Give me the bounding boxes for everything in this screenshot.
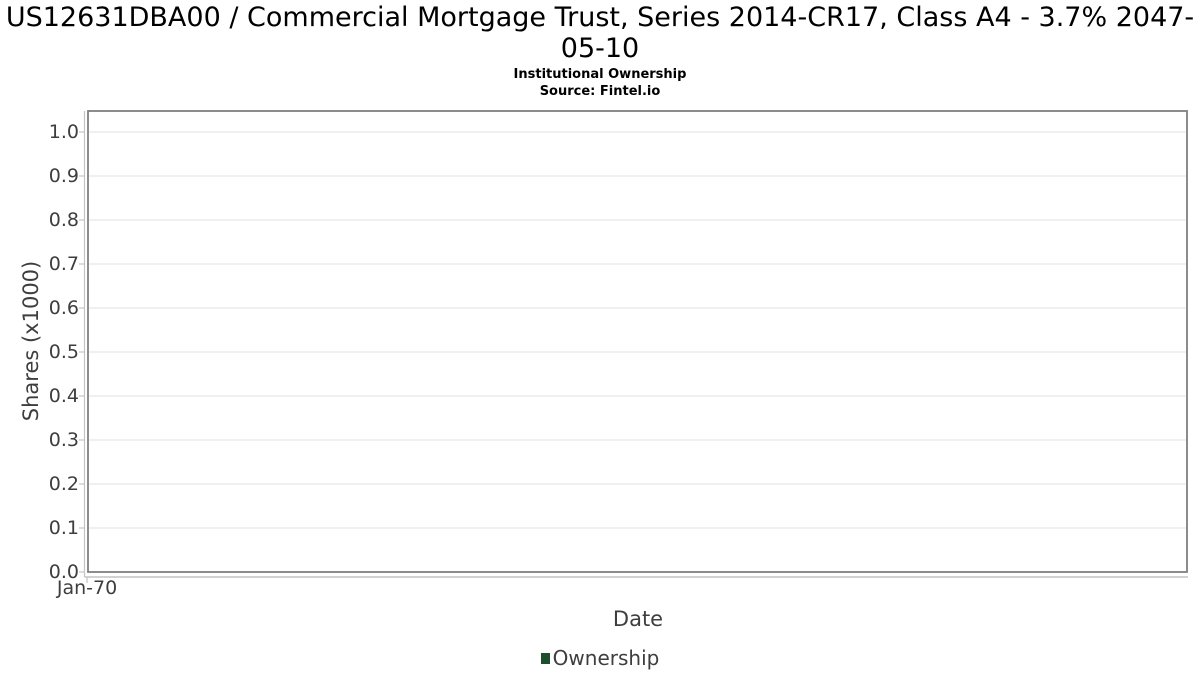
y-tick-label: 0.3 (48, 429, 79, 451)
plot-border (87, 110, 1188, 573)
y-tick-label: 0.5 (48, 341, 79, 363)
y-tick-label: 0.9 (48, 165, 79, 187)
y-tick-label: 0.4 (48, 385, 79, 407)
x-axis-label: Date (612, 607, 664, 631)
legend-item-ownership[interactable]: Ownership (0, 647, 1200, 669)
x-tick-label: Jan-70 (56, 577, 118, 599)
chart-title: US12631DBA00 / Commercial Mortgage Trust… (5, 2, 1195, 64)
y-tick-label: 0.1 (48, 517, 79, 539)
y-tick-label: 0.8 (48, 209, 79, 231)
legend-label: Ownership (552, 646, 660, 670)
y-tick-label: 0.2 (48, 473, 79, 495)
chart-subtitle: Institutional Ownership (513, 67, 687, 82)
chart-source: Source: Fintel.io (539, 84, 661, 99)
y-tick-label: 0.7 (48, 253, 79, 275)
legend-marker-icon (540, 652, 550, 664)
y-tick-label: 0.0 (48, 561, 79, 583)
y-tick-label: 0.6 (48, 297, 79, 319)
y-tick-label: 1.0 (48, 121, 79, 143)
